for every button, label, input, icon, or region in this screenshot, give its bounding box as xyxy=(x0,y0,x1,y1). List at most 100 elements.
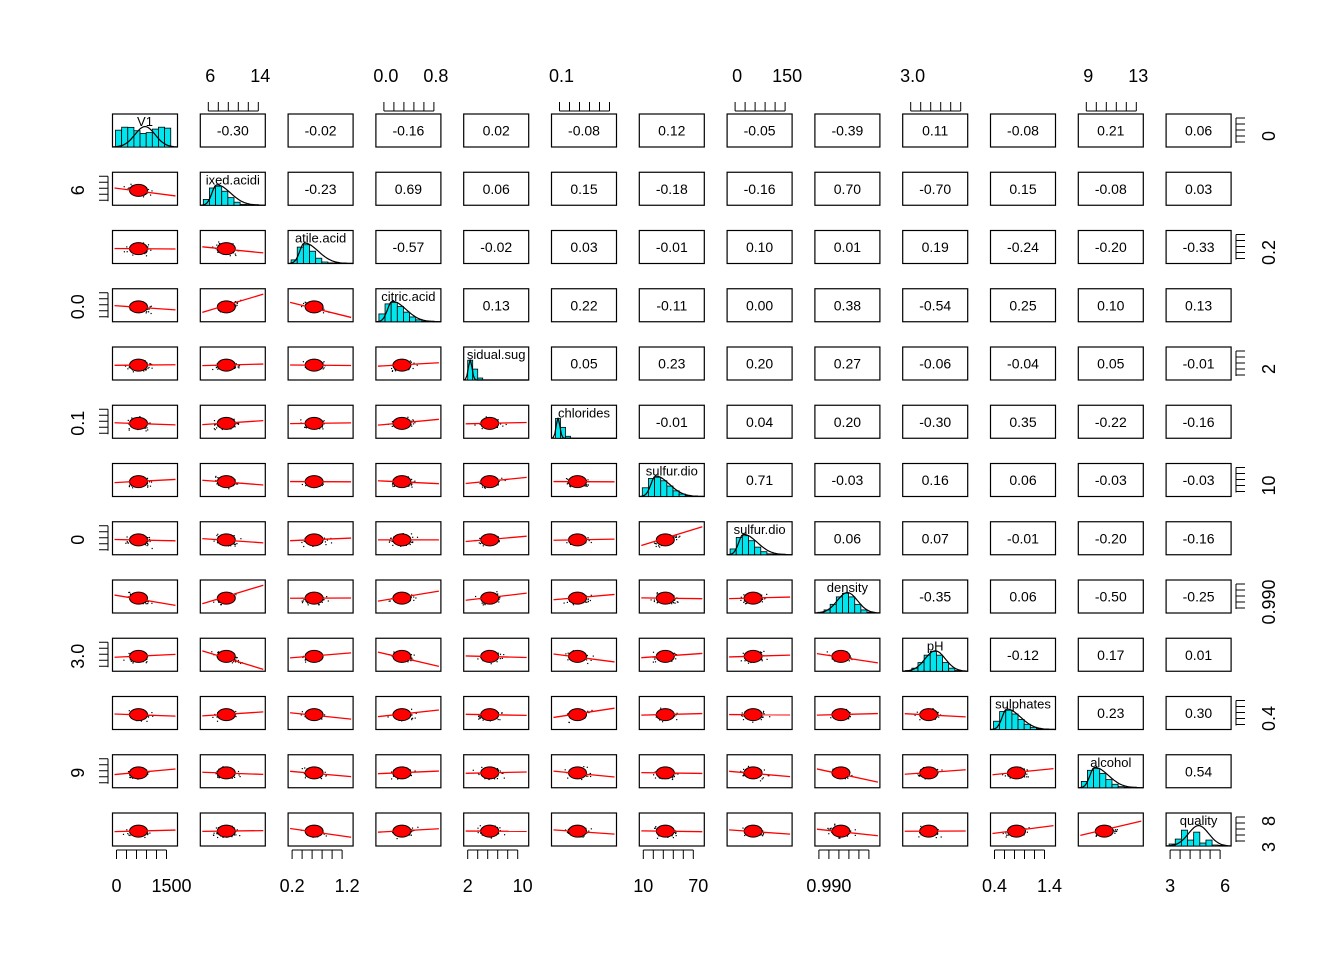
panel-box xyxy=(1165,404,1232,439)
data-point xyxy=(234,253,236,255)
data-point xyxy=(212,246,214,248)
panel-1-9: -0.70 xyxy=(902,171,969,206)
data-point xyxy=(304,426,306,428)
panel-box xyxy=(902,695,969,731)
data-point xyxy=(583,766,585,768)
correlation-value: -0.35 xyxy=(919,589,951,605)
data-point xyxy=(566,713,569,715)
correlation-value: 0.00 xyxy=(746,297,773,313)
data-point xyxy=(766,658,768,660)
panel-4-11: 0.05 xyxy=(1077,346,1144,381)
loess-line xyxy=(641,712,703,716)
loess-line xyxy=(377,709,439,718)
panel-box xyxy=(1077,462,1144,498)
data-point xyxy=(301,483,303,486)
loess-line xyxy=(641,526,703,547)
data-point xyxy=(237,423,240,425)
panel-8-10: 0.06 xyxy=(989,579,1057,614)
data-point xyxy=(411,425,413,427)
panel-box xyxy=(814,404,881,439)
correlation-value: 0.13 xyxy=(483,297,510,313)
panel-5-3 xyxy=(375,404,442,439)
panel-6-4 xyxy=(463,462,530,498)
correlation-value: 0.12 xyxy=(658,123,685,139)
data-point xyxy=(146,542,148,544)
panel-0-7: -0.05 xyxy=(726,113,793,148)
data-point xyxy=(413,599,415,601)
correlation-value: 0.02 xyxy=(483,123,510,139)
panel-6-10: 0.06 xyxy=(989,462,1057,498)
data-point xyxy=(387,716,389,718)
data-point xyxy=(147,486,149,488)
data-point xyxy=(567,478,569,480)
correlation-value: 0.19 xyxy=(922,239,949,255)
panel-6-7: 0.71 xyxy=(726,462,793,498)
data-point xyxy=(322,599,325,601)
data-point xyxy=(147,308,149,310)
loess-line xyxy=(114,713,176,717)
panel-8-2 xyxy=(287,579,354,614)
data-point xyxy=(412,423,415,425)
data-point xyxy=(230,545,232,547)
data-point xyxy=(740,596,742,598)
data-point xyxy=(216,244,218,246)
data-point xyxy=(485,416,487,418)
data-point xyxy=(233,661,235,663)
data-point xyxy=(479,543,481,545)
panel-box xyxy=(550,171,618,206)
data-point xyxy=(498,601,500,603)
data-point xyxy=(591,709,593,711)
data-point xyxy=(216,534,218,537)
data-point xyxy=(235,661,237,663)
data-point xyxy=(393,485,395,487)
loess-line xyxy=(465,476,527,485)
data-point xyxy=(391,484,394,486)
data-point xyxy=(132,662,134,664)
density-curve xyxy=(288,242,354,265)
data-point xyxy=(498,540,500,542)
data-point xyxy=(142,242,145,244)
histogram-bar xyxy=(666,485,674,497)
data-point xyxy=(478,542,480,544)
data-point xyxy=(126,541,128,543)
data-point xyxy=(389,540,391,542)
panel-box xyxy=(726,462,793,498)
data-point xyxy=(392,775,395,777)
panel-box xyxy=(463,288,530,323)
data-point xyxy=(128,187,130,189)
data-point xyxy=(678,536,680,538)
data-point xyxy=(741,715,743,717)
data-point xyxy=(222,766,224,768)
data-point xyxy=(581,778,583,781)
panel-5-9: -0.30 xyxy=(902,404,969,439)
data-point xyxy=(392,482,394,484)
panel-box xyxy=(1077,171,1144,206)
data-point xyxy=(586,485,588,487)
data-point xyxy=(147,537,149,539)
panel-11-1 xyxy=(199,754,266,789)
data-point xyxy=(233,535,235,537)
data-point xyxy=(146,427,148,429)
panel-box xyxy=(1165,462,1232,498)
data-point xyxy=(391,421,393,423)
data-point xyxy=(587,598,589,600)
correlation-value: -0.18 xyxy=(656,181,688,197)
panel-box xyxy=(726,229,793,265)
panel-2-12: -0.33 xyxy=(1165,229,1232,265)
data-point xyxy=(761,594,763,596)
panel-box xyxy=(550,229,618,265)
data-point xyxy=(752,721,754,723)
data-point xyxy=(567,652,569,654)
data-point xyxy=(587,484,589,486)
data-point xyxy=(145,252,147,254)
data-point xyxy=(654,657,656,659)
data-point xyxy=(237,659,239,662)
correlation-value: -0.02 xyxy=(480,239,512,255)
panel-box xyxy=(111,404,179,439)
histogram-bar xyxy=(409,316,417,323)
panel-6-3 xyxy=(375,462,442,498)
panel-box xyxy=(463,113,530,148)
data-point xyxy=(653,599,655,601)
panel-box xyxy=(1077,288,1144,323)
data-point xyxy=(767,775,769,777)
